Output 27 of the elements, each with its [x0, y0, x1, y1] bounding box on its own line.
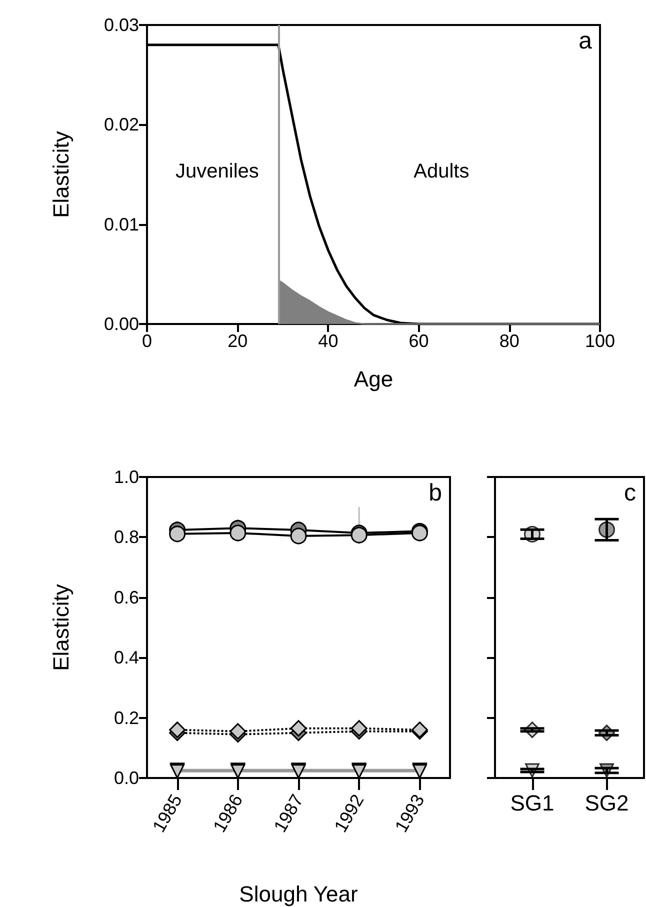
- x-tick-label: 60: [408, 331, 429, 351]
- y-axis-title: Elasticity: [48, 131, 74, 218]
- x-tick-label: 0: [142, 331, 152, 351]
- annotation: c: [624, 480, 636, 506]
- x-tick-label: 20: [228, 331, 248, 351]
- annotation: Adults: [414, 160, 470, 183]
- y-tick-label: 0.6: [114, 587, 139, 608]
- annotation: a: [578, 28, 593, 54]
- y-tick-label: 0.4: [114, 648, 139, 668]
- y-tick-label: 1.0: [114, 467, 139, 487]
- y-tick-label: 0.0: [114, 768, 139, 788]
- annotation: b: [428, 480, 442, 506]
- y-tick-label: 0.01: [104, 214, 139, 234]
- y-tick-label: 0.03: [104, 15, 139, 35]
- y-axis-title: Elasticity: [48, 584, 74, 671]
- x-tick-label: SG1: [510, 790, 554, 816]
- y-tick-label: 0.8: [114, 527, 139, 548]
- annotation: Juveniles: [176, 160, 259, 183]
- y-tick-label: 0.00: [104, 314, 139, 334]
- y-tick-label: 0.02: [104, 114, 139, 135]
- x-axis-title: Age: [354, 366, 394, 392]
- x-tick-label: SG2: [584, 790, 629, 816]
- y-tick-label: 0.2: [114, 708, 139, 728]
- x-tick-label: 100: [584, 331, 616, 351]
- x-tick-label: 40: [318, 331, 338, 351]
- x-tick-label: 80: [499, 331, 520, 351]
- x-axis-title: Slough Year: [239, 882, 358, 906]
